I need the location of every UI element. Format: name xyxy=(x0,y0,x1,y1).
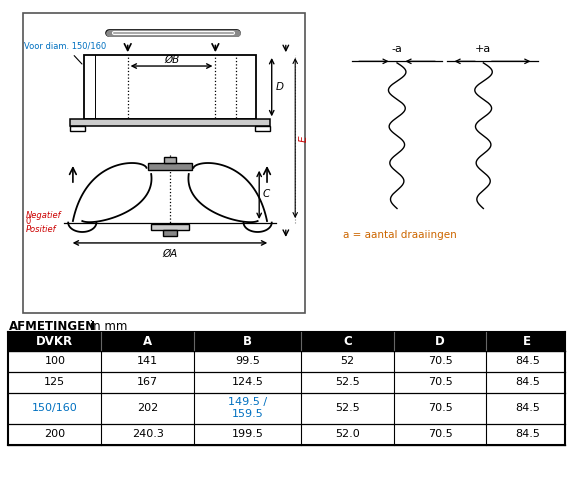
Text: DVKR: DVKR xyxy=(36,334,73,348)
Text: 84.5: 84.5 xyxy=(515,377,540,387)
Text: 202: 202 xyxy=(137,403,158,413)
Text: 52.5: 52.5 xyxy=(335,403,360,413)
Bar xyxy=(163,230,177,236)
Text: 52: 52 xyxy=(340,356,354,366)
Text: C: C xyxy=(343,334,352,348)
Text: 99.5: 99.5 xyxy=(235,356,260,366)
Bar xyxy=(148,163,192,169)
Text: ØA: ØA xyxy=(162,248,178,258)
Text: 0: 0 xyxy=(26,218,31,227)
Bar xyxy=(9,351,565,372)
Bar xyxy=(70,126,85,131)
Text: 141: 141 xyxy=(137,356,158,366)
Text: Negatief: Negatief xyxy=(26,211,61,220)
Text: 150/160: 150/160 xyxy=(32,403,78,413)
Text: 200: 200 xyxy=(44,429,65,439)
Text: 149.5 /
159.5: 149.5 / 159.5 xyxy=(228,398,267,419)
Text: +a: +a xyxy=(475,44,491,54)
Text: 167: 167 xyxy=(137,377,158,387)
Text: E: E xyxy=(299,136,309,142)
Text: 70.5: 70.5 xyxy=(428,377,453,387)
Text: 100: 100 xyxy=(44,356,65,366)
Text: C: C xyxy=(263,189,270,199)
Text: 70.5: 70.5 xyxy=(428,356,453,366)
Text: 240.3: 240.3 xyxy=(132,429,164,439)
Text: 70.5: 70.5 xyxy=(428,403,453,413)
Bar xyxy=(70,119,270,126)
Bar xyxy=(164,157,176,163)
Bar xyxy=(151,224,189,230)
Text: D: D xyxy=(275,82,283,92)
Text: B: B xyxy=(243,334,252,348)
Bar xyxy=(9,331,565,351)
Text: D: D xyxy=(435,334,445,348)
Bar xyxy=(9,372,565,393)
Text: -a: -a xyxy=(391,44,403,54)
Text: E: E xyxy=(523,334,531,348)
Text: 84.5: 84.5 xyxy=(515,429,540,439)
Text: 84.5: 84.5 xyxy=(515,356,540,366)
Text: 52.5: 52.5 xyxy=(335,377,360,387)
Text: 125: 125 xyxy=(44,377,65,387)
Text: 52.0: 52.0 xyxy=(335,429,360,439)
Text: Positief: Positief xyxy=(26,225,57,234)
Text: in mm: in mm xyxy=(86,320,127,333)
Text: AFMETINGEN: AFMETINGEN xyxy=(9,320,95,333)
Bar xyxy=(9,423,565,445)
Bar xyxy=(254,126,270,131)
Text: 84.5: 84.5 xyxy=(515,403,540,413)
Text: a = aantal draaiingen: a = aantal draaiingen xyxy=(343,231,456,241)
Text: 70.5: 70.5 xyxy=(428,429,453,439)
Text: 199.5: 199.5 xyxy=(232,429,264,439)
Text: A: A xyxy=(143,334,152,348)
Bar xyxy=(84,55,256,119)
Text: Voor diam. 150/160: Voor diam. 150/160 xyxy=(24,42,107,64)
Text: ØB: ØB xyxy=(164,55,179,65)
Text: 124.5: 124.5 xyxy=(232,377,264,387)
Bar xyxy=(9,393,565,423)
